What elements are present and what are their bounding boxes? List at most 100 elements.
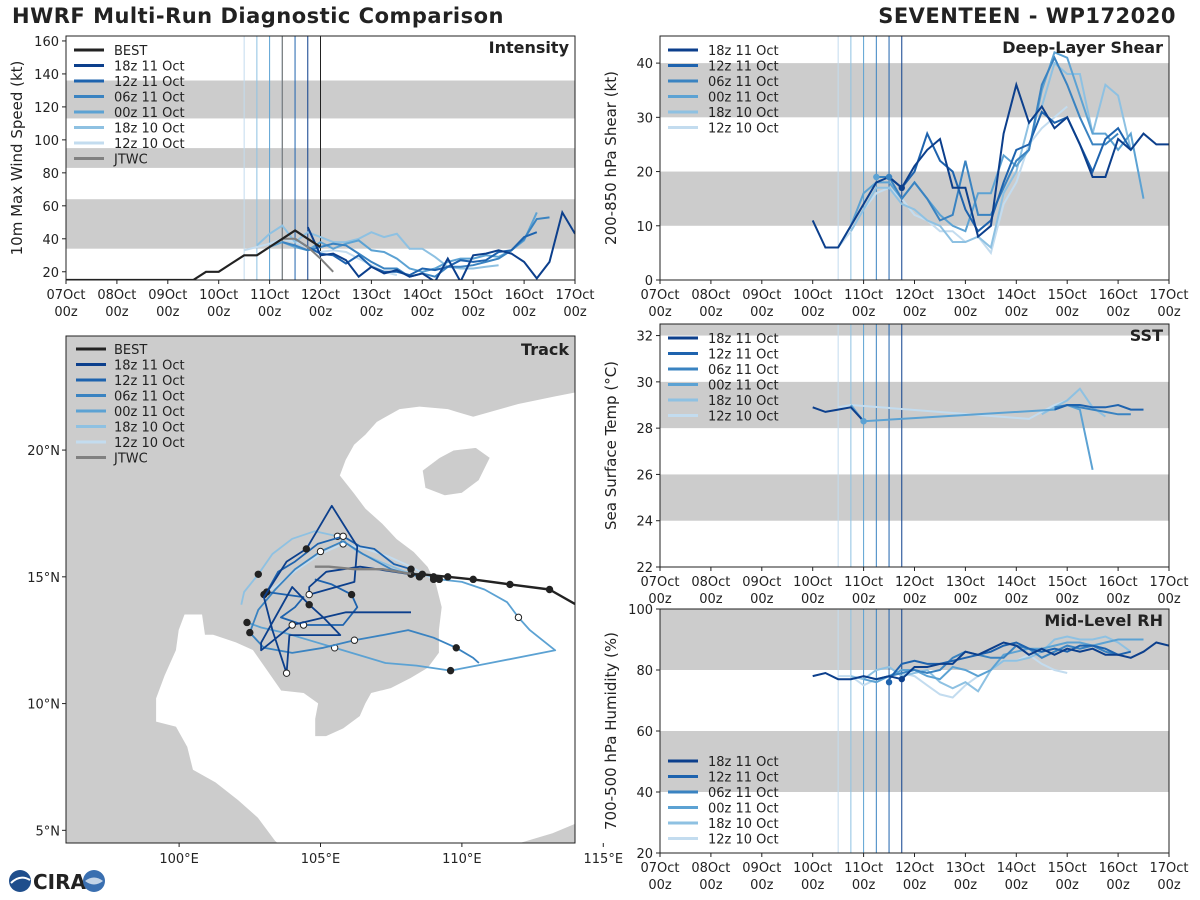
y-tick-label: 30: [636, 376, 653, 391]
x-tick-label: 07Oct: [46, 288, 85, 303]
mainland: [66, 336, 575, 843]
x-tick-label: 00z: [309, 305, 333, 320]
x-tick-label: 17Oct: [1149, 575, 1188, 590]
x-tick-label: 00z: [411, 305, 435, 320]
x-tick-label: 00z: [801, 592, 825, 607]
legend-label: 00z 11 Oct: [708, 379, 779, 394]
init-marker: [898, 675, 905, 683]
y-tick-label: 120: [34, 101, 59, 116]
x-tick-label: 00z: [699, 305, 723, 320]
x-tick-label: 13Oct: [946, 288, 985, 303]
x-tick-label: 00z: [360, 305, 384, 320]
map-group: [66, 336, 575, 843]
x-tick-label: 00z: [903, 305, 927, 320]
x-tick-label: 00z: [54, 305, 78, 320]
track-map: 100°E 105°E 110°E 115°E 5°N 10°N 15°N 20°N Track…: [27, 335, 623, 867]
legend-label: 12z 11 Oct: [114, 374, 185, 389]
series-best: [66, 229, 322, 280]
cira-logo: CIRA: [9, 870, 105, 894]
y-tick-label: 10°N: [27, 698, 60, 713]
y-tick-label: 40: [636, 57, 653, 72]
x-tick-label: 15Oct: [1048, 861, 1087, 876]
legend-label: 00z 11 Oct: [114, 106, 185, 121]
x-tick-label: 12Oct: [895, 288, 934, 303]
legend-label: 00z 11 Oct: [114, 405, 185, 420]
init-marker: [885, 173, 893, 181]
panel-title: Track: [521, 340, 569, 359]
x-tick-label: 00z: [852, 878, 876, 893]
y-tick-label: 32: [636, 330, 653, 345]
legend-label: 12z 11 Oct: [708, 771, 779, 786]
legend-label: JTWC: [113, 452, 148, 467]
x-tick-label: 00z: [852, 592, 876, 607]
y-axis-label: 200-850 hPa Shear (kt): [602, 71, 620, 245]
series-18z-11-oct: [812, 641, 1169, 681]
series-group: [812, 635, 1169, 699]
x-tick-label: 16Oct: [1099, 575, 1138, 590]
series-18z-10-oct: [1041, 387, 1106, 418]
series-group: [812, 387, 1144, 471]
legend-label: 18z 10 Oct: [114, 421, 185, 436]
legend-label: 18z 11 Oct: [114, 60, 185, 75]
x-tick-label: 00z: [207, 305, 231, 320]
best-track-point: [506, 580, 514, 589]
track-point: [282, 669, 291, 677]
x-tick-label: 00z: [512, 305, 536, 320]
x-tick-label: 00z: [258, 305, 282, 320]
panel-title: Mid-Level RH: [1044, 611, 1163, 630]
x-tick-label: 15Oct: [454, 288, 493, 303]
best-track-point: [418, 570, 426, 578]
x-tick-label: 00z: [750, 878, 774, 893]
shear-chart: 0 10 20 30 40 07Oct 00z 08Oct 00z 09Oct 00z 10Oct 00…: [602, 35, 1189, 320]
legend-label: 12z 10 Oct: [708, 833, 779, 848]
x-tick-label: 00z: [903, 878, 927, 893]
track-jtwc: [314, 565, 414, 576]
hainan-island: [421, 447, 491, 497]
series-jtwc: [282, 237, 334, 273]
track-point: [347, 590, 356, 599]
x-tick-label: 00z: [699, 878, 723, 893]
y-tick-label: 22: [636, 561, 653, 576]
series-06z-11-oct: [876, 644, 1119, 681]
y-tick-label: 40: [636, 786, 653, 801]
legend-label: 12z 11 Oct: [114, 75, 185, 90]
x-tick-label: 12Oct: [301, 288, 340, 303]
logo-text: CIRA: [33, 870, 87, 894]
y-tick-label: 28: [636, 422, 653, 437]
x-tick-label: 16Oct: [1099, 288, 1138, 303]
track-point: [446, 666, 455, 675]
y-axis-label: 700-500 hPa Humidity (%): [602, 632, 620, 830]
legend-label: 12z 11 Oct: [708, 60, 779, 75]
x-tick-label: 115°E: [584, 852, 624, 867]
gray-band: [660, 171, 1169, 226]
legend-label: 00z 11 Oct: [708, 802, 779, 817]
track-point: [452, 644, 460, 652]
x-tick-label: 00z: [648, 592, 672, 607]
x-tick-label: 07Oct: [640, 575, 679, 590]
track-18z-10-oct: [240, 530, 434, 605]
x-tick-label: 14Oct: [997, 861, 1036, 876]
x-tick-label: 14Oct: [997, 575, 1036, 590]
gray-band: [660, 474, 1169, 521]
x-tick-label: 15Oct: [1048, 575, 1087, 590]
best-track-point: [444, 573, 452, 581]
x-tick-label: 09Oct: [742, 861, 781, 876]
legend-label: 12z 11 Oct: [708, 348, 779, 363]
x-tick-label: 110°E: [442, 852, 482, 867]
x-tick-label: 00z: [648, 878, 672, 893]
track-best: [411, 573, 575, 606]
panel-title: Deep-Layer Shear: [1002, 38, 1163, 57]
x-tick-label: 00z: [1056, 305, 1080, 320]
track-point: [305, 590, 313, 599]
panel-title: Intensity: [489, 38, 570, 57]
track-point: [254, 570, 262, 578]
legend-label: 12z 10 Oct: [114, 436, 185, 451]
x-tick-label: 10Oct: [793, 288, 832, 303]
panel-title: SST: [1130, 326, 1163, 345]
y-tick-label: 140: [34, 68, 59, 83]
x-tick-label: 14Oct: [997, 288, 1036, 303]
y-tick-label: 30: [636, 111, 653, 126]
x-tick-label: 00z: [801, 878, 825, 893]
y-tick-label: 20: [636, 166, 653, 181]
x-tick-label: 17Oct: [1149, 288, 1188, 303]
